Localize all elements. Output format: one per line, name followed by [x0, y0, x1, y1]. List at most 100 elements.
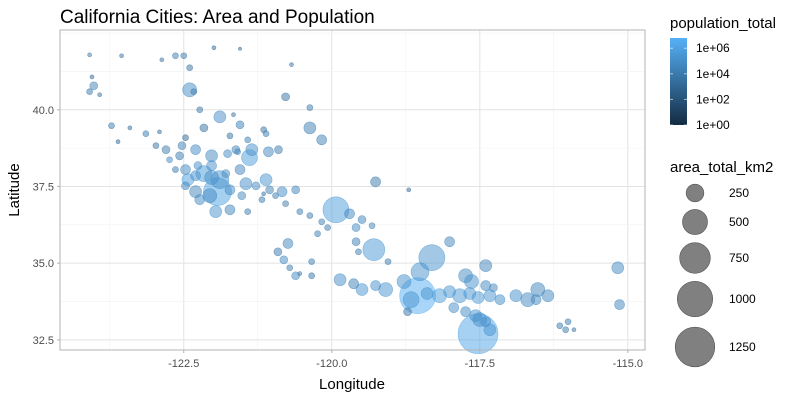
x-tick-label: -122.5 [168, 358, 199, 370]
city-point [444, 236, 455, 248]
y-tick-label: 35.0 [33, 258, 54, 270]
city-point [355, 283, 369, 296]
city-point [159, 57, 165, 63]
city-point [206, 160, 217, 171]
colorbar-label: 1e+06 [696, 41, 730, 55]
city-point [402, 291, 420, 308]
city-point [479, 259, 493, 272]
city-point [410, 262, 430, 282]
city-point [237, 191, 247, 200]
city-point [279, 255, 289, 265]
city-point [181, 181, 190, 191]
size-legend-label: 250 [729, 186, 749, 200]
city-point [223, 149, 232, 158]
city-point [244, 136, 252, 144]
city-point [448, 302, 460, 313]
size-legend-circle [674, 326, 716, 368]
city-point [324, 224, 331, 231]
city-point [396, 274, 412, 289]
data-points [86, 45, 625, 355]
x-tick-label: -115.0 [613, 358, 643, 370]
city-point [420, 287, 434, 300]
city-point [556, 322, 564, 330]
city-point [368, 222, 376, 230]
city-point [190, 144, 201, 155]
y-tick-label: 37.5 [33, 181, 54, 193]
city-point [469, 309, 482, 322]
city-point [303, 121, 317, 135]
city-point [108, 122, 115, 130]
city-point [190, 88, 198, 95]
city-point [119, 53, 124, 59]
grid-lines [60, 30, 645, 350]
city-point [272, 192, 279, 199]
city-point [224, 184, 236, 196]
panel-border [59, 29, 646, 351]
size-legend-keys: 250 500 750 1000 1250 [674, 183, 756, 368]
city-point [297, 271, 303, 276]
city-point [115, 139, 121, 144]
colorbar [670, 38, 687, 125]
city-point [194, 194, 206, 205]
city-point [509, 289, 523, 303]
city-point [296, 208, 304, 215]
city-point [262, 130, 270, 138]
city-point [344, 208, 355, 220]
size-legend-circle [685, 183, 705, 203]
chart-title: California Cities: Area and Population [60, 7, 375, 28]
size-legend-label: 750 [729, 251, 749, 265]
size-legend-title: area_total_km2 [670, 159, 773, 176]
city-point [213, 110, 227, 124]
city-point [443, 285, 456, 299]
city-point [234, 148, 241, 156]
city-point [182, 134, 189, 142]
city-point [480, 280, 492, 291]
city-point [480, 316, 492, 328]
city-point [205, 149, 218, 163]
x-tick-label: -117.5 [465, 358, 495, 370]
city-point [318, 218, 326, 226]
color-legend: population_total 1e+06 1e+04 1e+02 1e+00 [670, 15, 776, 132]
city-point [273, 247, 283, 257]
city-point [211, 45, 217, 51]
city-point [418, 244, 446, 271]
city-point [157, 129, 162, 135]
city-point [161, 145, 171, 154]
city-point [204, 170, 219, 185]
city-point [196, 106, 204, 114]
city-point [286, 264, 294, 272]
city-point [221, 169, 231, 178]
city-point [564, 318, 572, 326]
city-point [494, 294, 506, 305]
y-tick-label: 40.0 [33, 105, 54, 117]
city-point [370, 280, 381, 291]
x-tick-label: -120.0 [316, 358, 347, 370]
city-point [282, 200, 289, 207]
city-point [238, 46, 242, 51]
city-point [142, 130, 150, 138]
y-axis-label: Latitude [6, 163, 23, 216]
city-point [224, 204, 236, 216]
city-point [87, 52, 92, 58]
city-point [530, 294, 542, 305]
city-point [265, 185, 274, 195]
city-point [89, 74, 95, 80]
city-point [308, 272, 315, 280]
city-point [186, 64, 193, 72]
size-legend-label: 1000 [729, 292, 756, 306]
city-point [259, 173, 273, 187]
city-point [226, 132, 234, 140]
city-point [351, 237, 361, 246]
city-point [471, 291, 485, 304]
city-point [362, 238, 386, 261]
city-point [276, 186, 288, 197]
city-point [291, 185, 300, 195]
city-point [190, 170, 201, 182]
city-point [406, 187, 412, 193]
color-legend-title: population_total [670, 15, 776, 32]
city-point [209, 205, 223, 218]
city-point [172, 166, 179, 173]
x-axis-ticks: -122.5 -120.0 -117.5 -115.0 [168, 350, 643, 370]
city-point [127, 125, 133, 131]
